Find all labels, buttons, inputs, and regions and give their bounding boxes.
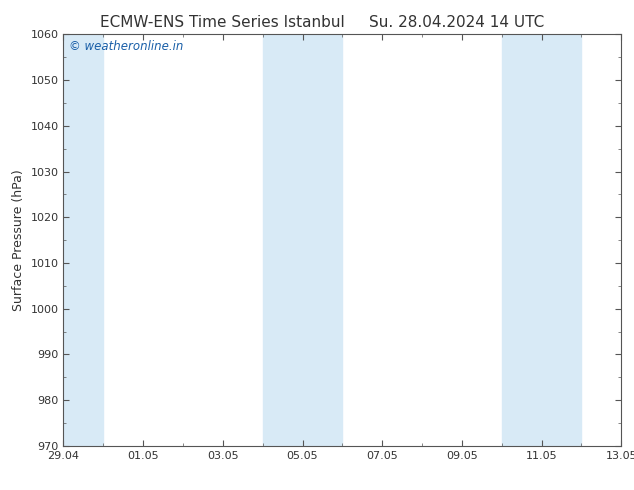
Text: ECMW-ENS Time Series Istanbul: ECMW-ENS Time Series Istanbul [100,15,344,30]
Bar [501,34,581,446]
Y-axis label: Surface Pressure (hPa): Surface Pressure (hPa) [12,169,25,311]
Text: Su. 28.04.2024 14 UTC: Su. 28.04.2024 14 UTC [369,15,544,30]
Text: © weatheronline.in: © weatheronline.in [69,41,183,53]
Bar [63,34,103,446]
Bar [262,34,342,446]
